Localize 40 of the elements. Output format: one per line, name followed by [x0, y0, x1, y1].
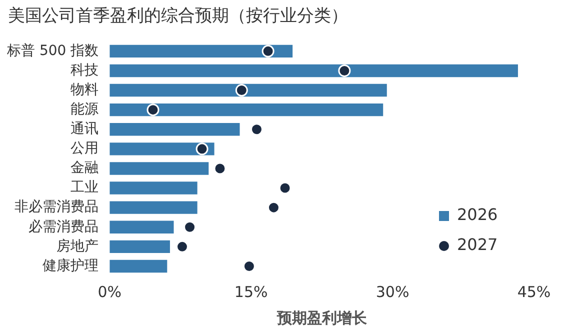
bar [110, 84, 387, 97]
point [235, 84, 248, 97]
bar [110, 123, 240, 136]
y-tick-label: 公用 [70, 140, 99, 157]
y-tick-label: 工业 [70, 180, 99, 196]
bar [110, 103, 384, 116]
bar [110, 201, 198, 214]
bar [110, 220, 174, 234]
chart-title: 美国公司首季盈利的综合预期（按行业分类） [8, 5, 348, 27]
y-tick-label: 房地产 [56, 238, 99, 254]
x-axis-title: 预期盈利增长 [276, 308, 368, 327]
y-tick-label: 科技 [70, 62, 99, 78]
point [267, 201, 280, 214]
x-tick-label: 15% [234, 282, 268, 301]
legend-label: 2026 [457, 205, 498, 224]
x-tick-label: 0% [98, 282, 122, 301]
y-tick-label: 必需消费品 [28, 218, 99, 235]
bar [110, 44, 293, 58]
y-tick-label: 能源 [70, 101, 99, 118]
bar [110, 64, 518, 78]
bar [110, 182, 198, 194]
x-tick-label: 45% [517, 282, 551, 301]
point [262, 44, 274, 58]
bar [110, 142, 214, 156]
point [146, 104, 160, 116]
bar [110, 240, 170, 254]
point [338, 64, 351, 77]
point [214, 162, 226, 175]
y-tick-label: 健康护理 [42, 258, 99, 274]
bar [110, 162, 209, 175]
bar [110, 260, 168, 273]
y-tick-label: 通讯 [70, 121, 99, 138]
y-tick-label: 物料 [70, 82, 99, 98]
point [196, 142, 208, 156]
y-tick-label: 金融 [70, 160, 99, 176]
y-tick-label: 非必需消费品 [14, 199, 99, 216]
legend-label: 2027 [457, 235, 498, 254]
x-tick-label: 30% [376, 282, 410, 301]
y-tick-label: 标普 500 指数 [6, 42, 99, 59]
point [278, 182, 292, 194]
